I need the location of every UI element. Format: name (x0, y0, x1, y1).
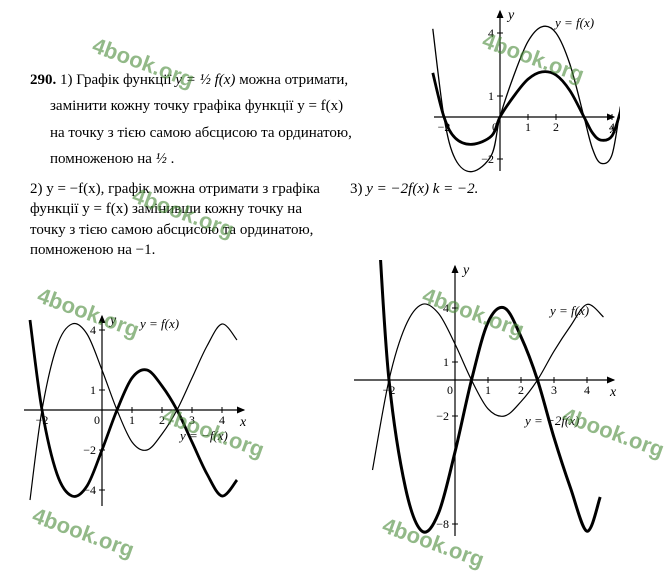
p2-text: 2) y = −f(x), графік можна отримати з гр… (30, 179, 330, 260)
svg-text:4: 4 (219, 413, 225, 427)
p3-prefix: 3) (350, 181, 366, 197)
svg-text:2: 2 (159, 413, 165, 427)
p1-line3: на точку з тією самою абсцисою та ордина… (50, 123, 420, 143)
svg-text:y = −2f(x): y = −2f(x) (523, 413, 579, 428)
chart-bottom-left: −21234−4−2140yxy = f(x)y = −f(x) (20, 310, 250, 510)
problem-part-1: 290. 1) Графік функції y = ½ f(x) можна … (30, 70, 420, 169)
problem-part-3: 3) y = −2f(x) k = −2. (350, 179, 600, 266)
p1-suffix: можна отримати, (239, 72, 348, 88)
svg-text:4: 4 (90, 323, 96, 337)
svg-text:y = f(x): y = f(x) (548, 303, 589, 318)
svg-text:0: 0 (447, 383, 453, 397)
svg-text:4: 4 (488, 26, 494, 40)
chart-bottom-right: −21234−8−2140yxy = f(x)y = −2f(x) (350, 260, 620, 540)
p1-line4a: помноженою на (50, 151, 156, 167)
svg-text:1: 1 (443, 355, 449, 369)
svg-text:−2: −2 (436, 409, 449, 423)
svg-text:x: x (239, 415, 247, 430)
svg-text:1: 1 (485, 383, 491, 397)
svg-text:−2: −2 (83, 443, 96, 457)
svg-text:y = f(x): y = f(x) (138, 316, 179, 331)
p1-line4b: . (171, 151, 175, 167)
svg-text:y: y (108, 313, 117, 328)
svg-text:−8: −8 (436, 517, 449, 531)
svg-text:2: 2 (518, 383, 524, 397)
svg-text:3: 3 (551, 383, 557, 397)
svg-text:1: 1 (90, 383, 96, 397)
p1-formula: y = ½ f(x) (175, 72, 235, 88)
svg-text:4: 4 (443, 301, 449, 315)
svg-text:x: x (609, 385, 617, 400)
p1-frac: ½ (156, 151, 167, 167)
problem-part-2: 2) y = −f(x), графік можна отримати з гр… (30, 179, 330, 266)
svg-text:1: 1 (129, 413, 135, 427)
watermark: 4book.org (29, 503, 138, 564)
p3-f1: y = −2f(x) (366, 181, 429, 197)
svg-text:y: y (461, 263, 470, 278)
svg-text:4: 4 (584, 383, 590, 397)
p3-f2: k = −2. (433, 181, 479, 197)
svg-text:3: 3 (189, 413, 195, 427)
svg-text:y = f(x): y = f(x) (553, 15, 594, 30)
svg-text:0: 0 (94, 413, 100, 427)
svg-text:y = −f(x): y = −f(x) (178, 428, 228, 443)
problem-number: 290. (30, 72, 56, 88)
p1-prefix: 1) Графік функції (60, 72, 175, 88)
p1-line2: замінити кожну точку графіка функції y =… (50, 96, 420, 116)
svg-text:y: y (506, 8, 515, 23)
